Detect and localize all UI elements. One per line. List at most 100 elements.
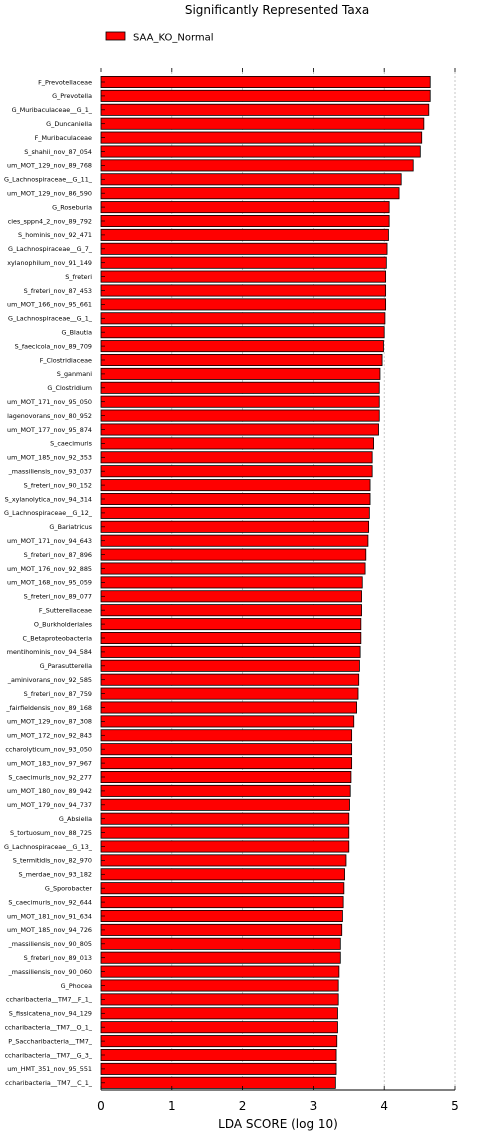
y-tick-label: G_Blautia — [62, 329, 93, 337]
y-tick-label: G_Parasutterella — [40, 662, 92, 670]
y-tick-label: _aminivorans_nov_92_585 — [7, 676, 92, 684]
y-tick-label: G_Lachnospiraceae__G_1_ — [8, 315, 93, 323]
bar — [100, 1007, 338, 1020]
bar — [100, 520, 370, 533]
y-tick-label: C_Betaproteobacteria — [23, 634, 93, 642]
bar — [100, 743, 353, 756]
y-tick-label: S_termitidis_nov_82_970 — [13, 857, 92, 865]
y-tick-label: G_Duncaniella — [46, 120, 92, 128]
y-tick-label: G_Sporobacter — [45, 885, 92, 893]
x-tick-label: 2 — [239, 1099, 247, 1113]
bar — [100, 409, 380, 422]
bar — [100, 214, 390, 227]
y-tick-label: ccharibacteria__TM7__F_1_ — [6, 996, 93, 1004]
y-tick-label: um_MOT_171_nov_95_050 — [7, 398, 92, 406]
bar — [100, 854, 347, 867]
y-tick-label: S_freteri_nov_89_013 — [24, 954, 92, 962]
y-tick-label: lagenovorans_nov_80_952 — [7, 412, 92, 420]
bar — [100, 548, 367, 561]
y-tick-label: ccharolyticum_nov_93_050 — [5, 746, 92, 754]
bar — [100, 1049, 337, 1062]
y-tick-label: G_Absiella — [59, 815, 92, 823]
bar — [100, 353, 383, 366]
y-tick-label: ccharibacteria__TM7__C_1_ — [5, 1079, 93, 1087]
bar — [100, 284, 387, 297]
bar — [100, 1035, 338, 1048]
legend: SAA_KO_Normal — [105, 31, 214, 44]
y-tick-label: F_Sutterellaceae — [39, 607, 92, 615]
y-tick-label: O_Burkholderiales — [34, 620, 93, 628]
bar — [100, 784, 351, 797]
y-tick-label: S_xylanolytica_nov_94_314 — [5, 495, 92, 503]
y-tick-label: um_MOT_166_nov_95_661 — [7, 301, 92, 309]
y-tick-label: G_Lachnospiraceae__G_12_ — [4, 509, 93, 517]
x-tick-label: 3 — [310, 1099, 318, 1113]
bar — [100, 993, 339, 1006]
bar — [100, 298, 387, 311]
y-tick-label: S_freteri_nov_87_759 — [24, 690, 92, 698]
bar — [100, 1062, 337, 1075]
x-axis-label: LDA SCORE (log 10) — [218, 1117, 338, 1131]
x-tick-label: 1 — [168, 1099, 176, 1113]
y-tick-label: S_merdae_nov_93_182 — [19, 871, 93, 879]
bar — [100, 465, 373, 478]
bar — [100, 89, 431, 102]
bar — [100, 771, 352, 784]
bar — [100, 798, 350, 811]
y-tick-label: S_freteri_nov_87_896 — [24, 551, 92, 559]
bar — [100, 201, 390, 214]
bar — [100, 1076, 336, 1089]
y-tick-label: G_Bariatricus — [49, 523, 92, 531]
y-tick-label: um_MOT_185_nov_94_726 — [7, 926, 92, 934]
y-tick-label: um_MOT_183_nov_97_967 — [7, 759, 92, 767]
x-tick-label: 0 — [97, 1099, 105, 1113]
bars — [100, 76, 431, 1089]
y-tick-label: um_HMT_351_nov_95_551 — [7, 1065, 92, 1073]
x-tick-label: 5 — [451, 1099, 459, 1113]
bar — [100, 423, 379, 436]
y-tick-label: S_freteri_nov_90_152 — [24, 481, 92, 489]
y-tick-label: G_Prevotella — [52, 92, 92, 100]
y-tick-label: S_caecimuris — [50, 440, 93, 448]
bar — [100, 381, 380, 394]
y-tick-label: um_MOT_168_nov_95_059 — [7, 579, 92, 587]
y-tick-label: S_hominis_nov_92_471 — [18, 231, 92, 239]
bar — [100, 312, 386, 325]
bar — [100, 951, 341, 964]
bar — [100, 590, 362, 603]
chart-title: Significantly Represented Taxa — [185, 3, 369, 17]
x-axis: 0 1 2 3 4 5 LDA SCORE (log 10) — [97, 68, 459, 1131]
legend-swatch — [105, 31, 126, 41]
bar — [100, 340, 384, 353]
y-tick-label: F_Muribaculaceae — [35, 134, 92, 142]
y-tick-label: S_freteri_nov_89_077 — [24, 593, 92, 601]
y-tick-label: um_MOT_129_nov_86_590 — [7, 190, 92, 198]
y-tick-label: F_Prevotellaceae — [38, 78, 92, 86]
y-tick-label: um_MOT_171_nov_94_643 — [7, 537, 92, 545]
y-tick-label: G_Lachnospiraceae__G_13_ — [4, 843, 93, 851]
bar — [100, 757, 353, 770]
y-tick-label: _massiliensis_nov_93_037 — [8, 468, 92, 476]
y-tick-label: G_Clostridium — [47, 384, 92, 392]
bar — [100, 979, 339, 992]
y-tick-label: S_freteri — [65, 273, 92, 281]
bar — [100, 812, 350, 825]
bar — [100, 187, 400, 200]
y-tick-label: G_Roseburia — [52, 203, 92, 211]
y-tick-label: S_faecicola_nov_89_709 — [15, 342, 92, 350]
bar — [100, 395, 380, 408]
y-tick-label: ccharibacteria__TM7__G_3_ — [5, 1051, 93, 1059]
y-tick-label: ccharibacteria__TM7__O_1_ — [5, 1024, 93, 1032]
bar — [100, 159, 414, 172]
y-tick-label: S_shahii_nov_87_054 — [24, 148, 92, 156]
bar — [100, 937, 341, 950]
y-tick-label: S_caecimuris_nov_92_277 — [8, 773, 92, 781]
bar — [100, 326, 385, 339]
x-ticks: 0 1 2 3 4 5 — [97, 68, 459, 1113]
bar — [100, 729, 353, 742]
y-tick-label: um_MOT_172_nov_92_843 — [7, 732, 92, 740]
bar — [100, 479, 371, 492]
y-tick-label: G_Lachnospiraceae__G_11_ — [4, 176, 93, 184]
bar — [100, 896, 344, 909]
bar — [100, 645, 361, 658]
